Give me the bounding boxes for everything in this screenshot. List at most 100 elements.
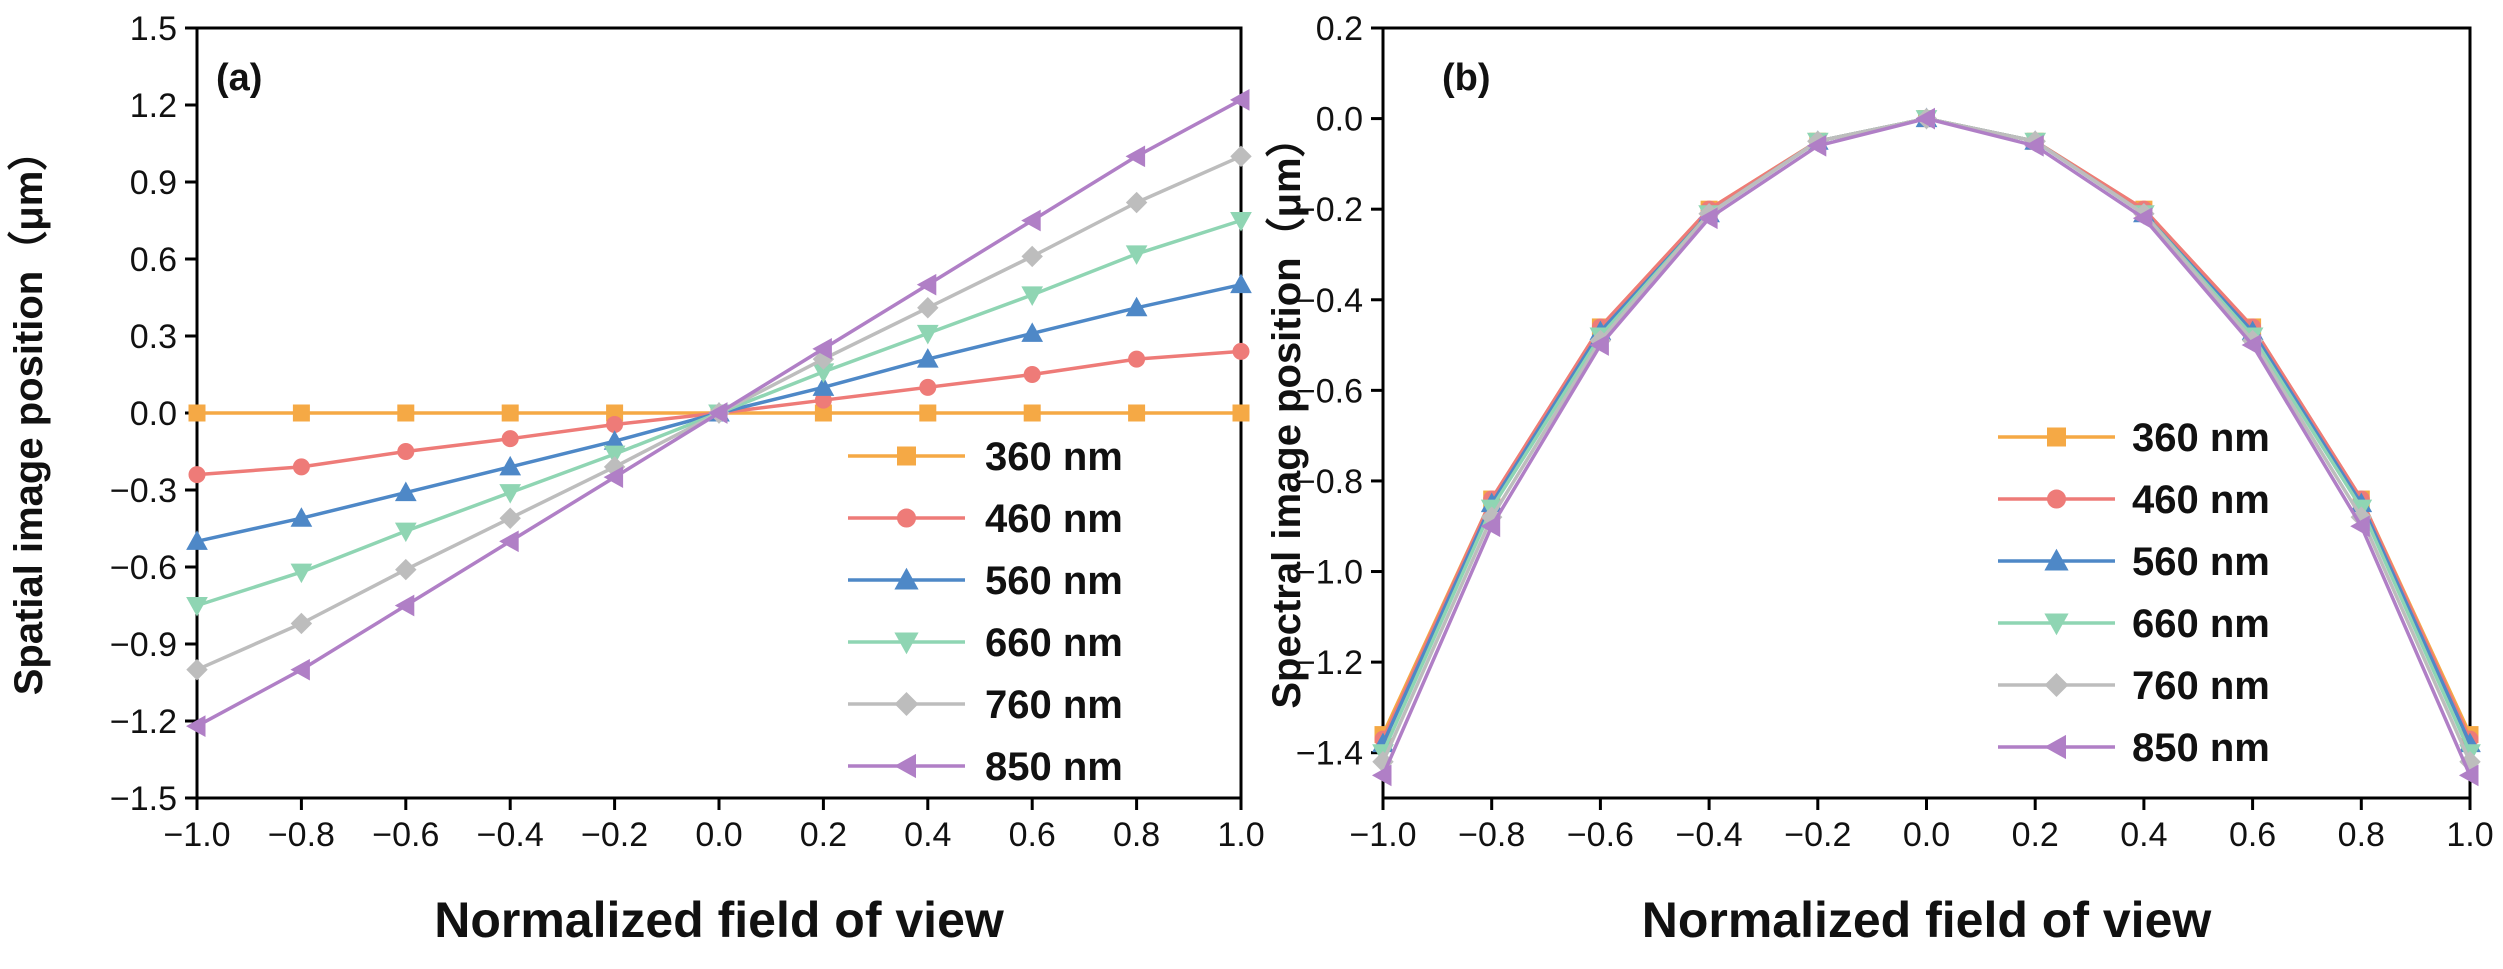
panel-a-y-tick-label: −1.2 — [110, 703, 177, 741]
panel-b-legend-item-760-nm-label: 760 nm — [2132, 664, 2270, 708]
panel-a-series-850-nm-point — [1125, 145, 1146, 168]
panel-a-series-360-nm-point — [1023, 404, 1041, 422]
panel-a-x-tick-label: −0.4 — [477, 816, 544, 854]
panel-b-series-850-nm-point — [1915, 107, 1935, 130]
panel-b-x-tick-label: 0.8 — [2338, 816, 2385, 854]
panel-b-x-tick-label: 0.2 — [2012, 816, 2059, 854]
panel-a-legend-item-850-nm-marker — [894, 753, 916, 779]
panel-b-x-tick-label: 0.0 — [1903, 816, 1950, 854]
panel-a-series-760-nm-point — [499, 507, 521, 529]
panel-a-legend-item-660-nm-label: 660 nm — [985, 621, 1123, 665]
panel-a-series-850-nm-point — [499, 530, 519, 553]
panel-a-series-460-nm-point — [606, 416, 624, 434]
panel-b-legend-item-560-nm-marker — [2044, 548, 2069, 571]
panel-a-series-360-nm-point — [1128, 404, 1146, 422]
panel-b-x-tick-label: 0.6 — [2229, 816, 2276, 854]
panel-b-legend-item-760-nm-marker — [2044, 673, 2069, 697]
panel-a-series-560-nm-point — [1021, 322, 1044, 342]
panel-b-x-tick-label: −0.4 — [1676, 816, 1743, 854]
panel-b-legend-item-850-nm-marker — [2044, 734, 2066, 760]
panel-a-y-tick-label: 0.6 — [130, 241, 177, 279]
panel-b-x-tick-label: −1.0 — [1349, 816, 1416, 854]
panel-a-legend-item-760-nm-label: 760 nm — [985, 683, 1123, 727]
panel-a-y-tick-label: 0.0 — [130, 395, 177, 433]
panel-a-series-850-nm-point — [394, 594, 415, 617]
panel-a-series-850-nm-point — [812, 337, 832, 360]
panel-a-series-460-nm-point — [188, 466, 206, 484]
panel-a-x-tick-label: 0.8 — [1113, 816, 1160, 854]
panel-a-x-tick-label: 0.0 — [695, 816, 742, 854]
panel-a-series-660-nm-point — [499, 484, 522, 504]
panel-a-series-560-nm-point — [290, 507, 313, 527]
panel-a-y-tick-label: 0.9 — [130, 164, 177, 202]
panel-a-legend-item-360-nm-label: 360 nm — [985, 435, 1123, 479]
panel-a-series-560-nm-point — [812, 376, 835, 396]
panel-a-series-850-nm-point — [603, 466, 624, 489]
panel-a-series-460-nm-point — [919, 378, 937, 396]
panel-a-series-760-nm-point — [1021, 245, 1043, 268]
panel-b-y-tick-label: −1.0 — [1296, 554, 1363, 592]
panel-b-series-850-nm-point — [1698, 207, 1718, 230]
panel-b-y-tick-label: −0.8 — [1296, 463, 1363, 501]
panel-a-x-tick-label: −0.8 — [268, 816, 335, 854]
panel-a-series-360-nm-point — [501, 404, 519, 422]
panel-a-series-360-nm-point — [292, 404, 310, 422]
panel-b-series-850-nm-point — [2241, 334, 2262, 356]
panel-b-x-tick-label: −0.2 — [1784, 816, 1851, 854]
panel-a-x-tick-label: 0.2 — [800, 816, 847, 854]
panel-a-series-460-nm-point — [292, 458, 310, 476]
panel-a-series-850-nm-point — [290, 658, 310, 681]
panel-a-legend-item-850-nm-label: 850 nm — [985, 745, 1123, 789]
panel-a-series-850-nm-point — [707, 402, 728, 424]
panel-a-label: (a) — [216, 57, 262, 99]
panel-a-y-tick-label: −0.9 — [110, 626, 177, 664]
panel-b-legend-item-850-nm-label: 850 nm — [2132, 726, 2270, 770]
panel-a-series-460-nm-point — [1128, 350, 1146, 368]
panel-a-series-660-nm-point — [1021, 286, 1044, 306]
panel-a-series-660-nm-point — [1125, 245, 1148, 265]
panel-a-y-axis-title: Spatial image position（μm） — [7, 131, 51, 696]
panel-a-y-tick-label: 1.5 — [130, 10, 177, 48]
panel-a-x-tick-label: −0.2 — [581, 816, 648, 854]
panel-a-series-460-nm-point — [1232, 342, 1250, 360]
panel-b-x-tick-label: 1.0 — [2446, 816, 2493, 854]
panel-a-series-660-nm-point — [290, 563, 313, 584]
panel-a-y-tick-label: 1.2 — [130, 87, 177, 125]
panel-a-series-560-nm-point — [394, 481, 417, 502]
panel-a-series-460-nm-point — [501, 430, 519, 448]
panel-a-legend-item-760-nm-marker — [894, 692, 919, 716]
panel-b-series-850-nm-point — [2458, 764, 2479, 787]
panel-b-y-tick-label: −1.2 — [1296, 644, 1363, 682]
panel-b-legend-item-460-nm-label: 460 nm — [2132, 478, 2270, 522]
panel-a-legend-item-360-nm-marker — [897, 446, 916, 466]
panel-b-legend-item-660-nm-marker — [2044, 613, 2069, 636]
panel-b-x-axis-title: Normalized field of view — [1642, 892, 2212, 948]
panel-a-series-850-nm-point — [185, 715, 206, 737]
panel-a-legend-item-560-nm-label: 560 nm — [985, 559, 1123, 603]
panel-b-legend-item-560-nm-label: 560 nm — [2132, 540, 2270, 584]
panel-a-series-850-nm-point — [1021, 209, 1041, 232]
panel-b-y-tick-label: 0.2 — [1316, 10, 1363, 48]
panel-a-series-760-nm-point — [395, 558, 417, 581]
panel-b-y-tick-label: −1.4 — [1296, 735, 1363, 773]
panel-b-y-tick-label: −0.6 — [1296, 372, 1363, 410]
panel-a-series-660-nm-point — [916, 324, 939, 345]
panel-b-y-tick-label: 0.0 — [1316, 101, 1363, 139]
panel-b-series-850-nm-point — [1480, 515, 1501, 538]
panel-b-series-850-nm-point — [1371, 764, 1392, 787]
panel-b-series-850-nm-point — [2024, 134, 2044, 157]
panel-a-legend-item-460-nm-marker — [897, 508, 916, 528]
panel-a-y-tick-label: −1.5 — [110, 780, 177, 818]
panel-b-y-tick-label: −0.4 — [1296, 282, 1363, 320]
panel-a-series-460-nm-point — [1023, 366, 1041, 383]
panel-b-series-850-nm-point — [2132, 207, 2153, 230]
panel-b-legend-item-660-nm-label: 660 nm — [2132, 602, 2270, 646]
panel-a-y-tick-label: −0.6 — [110, 549, 177, 587]
panel-b-series-850-nm-point — [2350, 515, 2370, 538]
panel-a-series-760-nm-point — [1125, 191, 1148, 214]
panel-a-series-360-nm-point — [1232, 404, 1250, 422]
panel-b-x-tick-label: −0.8 — [1458, 816, 1525, 854]
panel-a-series-660-nm-point — [394, 522, 417, 543]
